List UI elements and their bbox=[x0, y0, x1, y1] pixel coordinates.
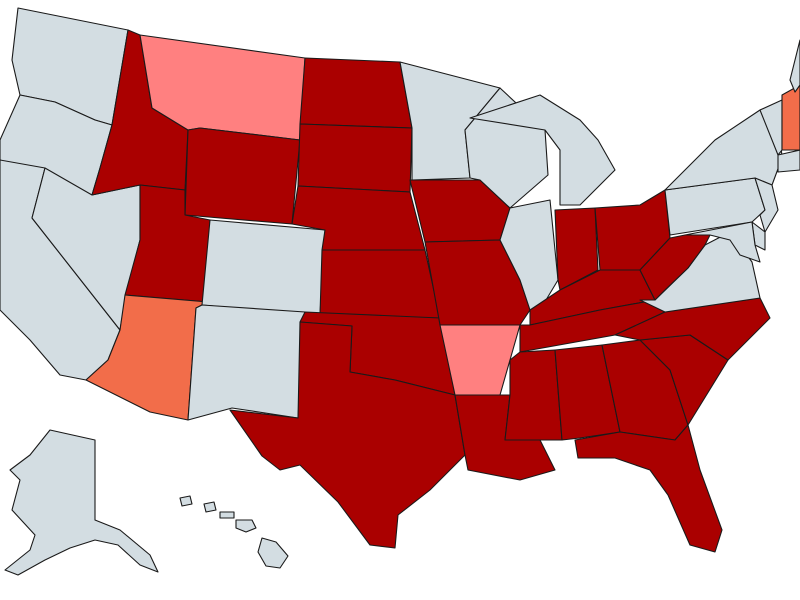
state-colorado[interactable] bbox=[201, 219, 326, 316]
state-alaska[interactable] bbox=[4, 429, 159, 576]
state-arkansas[interactable] bbox=[439, 324, 521, 396]
state-mississippi[interactable] bbox=[504, 349, 563, 441]
state-wyoming[interactable] bbox=[184, 127, 301, 225]
state-new-hampshire[interactable] bbox=[781, 84, 800, 151]
state-massachusetts[interactable] bbox=[777, 149, 800, 173]
state-south-dakota[interactable] bbox=[297, 123, 413, 193]
state-michigan[interactable] bbox=[469, 94, 616, 206]
state-texas[interactable] bbox=[229, 321, 466, 549]
state-maryland[interactable] bbox=[684, 221, 761, 263]
state-hawaii-molokai[interactable] bbox=[219, 511, 235, 519]
state-hawaii-maui[interactable] bbox=[235, 519, 257, 533]
state-west-virginia[interactable] bbox=[639, 234, 711, 301]
state-maine[interactable] bbox=[789, 39, 800, 93]
state-north-dakota[interactable] bbox=[299, 57, 413, 129]
state-florida[interactable] bbox=[574, 424, 723, 553]
state-new-mexico[interactable] bbox=[187, 304, 306, 421]
state-kansas[interactable] bbox=[319, 249, 441, 319]
state-hawaii-big-island[interactable] bbox=[257, 537, 289, 569]
state-hawaii-kauai[interactable] bbox=[179, 495, 193, 507]
state-hawaii-group bbox=[179, 495, 289, 569]
state-hawaii-oahu[interactable] bbox=[203, 501, 217, 513]
